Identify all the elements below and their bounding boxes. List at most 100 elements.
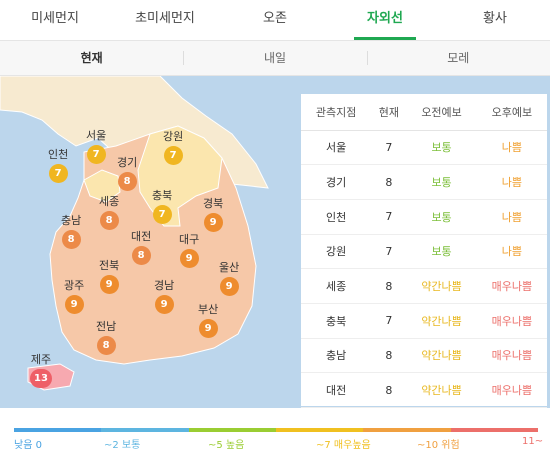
region-daejeon[interactable]: 대전 8 xyxy=(131,230,151,265)
column-header-site: 관측지점 xyxy=(301,94,372,131)
cell-site: 서울 xyxy=(301,130,372,166)
table-header-row: 관측지점 현재 오전예보 오후예보 xyxy=(301,94,547,131)
cell-site: 인천 xyxy=(301,199,372,235)
region-name: 대전 xyxy=(131,230,152,243)
region-incheon[interactable]: 인천 7 xyxy=(48,148,68,183)
uv-value-badge: 9 xyxy=(198,319,218,338)
cell-now: 8 xyxy=(371,338,407,374)
region-name: 서울 xyxy=(86,129,107,142)
legend-color-bar xyxy=(14,428,538,432)
tab-day-after[interactable]: 모레 xyxy=(366,41,550,75)
uv-map-area: 서울 7 인천 7 강원 7 경기 8 세종 8 충북 7 경북 9 충남 8 … xyxy=(0,76,550,408)
legend-segment xyxy=(14,428,102,432)
cell-am-forecast: 약간나쁨 xyxy=(406,303,477,339)
cell-pm-forecast: 매우나쁨 xyxy=(476,372,547,408)
uv-value-badge: 7 xyxy=(152,205,172,224)
cell-am-forecast: 보통 xyxy=(406,199,477,235)
region-gyeonggi[interactable]: 경기 8 xyxy=(117,156,137,191)
uv-value-badge: 9 xyxy=(203,213,223,232)
legend-segment xyxy=(188,428,276,432)
region-jeonnam[interactable]: 전남 8 xyxy=(96,320,116,355)
region-jeju[interactable]: 제주 13 xyxy=(30,353,52,388)
region-gyeongnam[interactable]: 경남 9 xyxy=(154,279,174,314)
uv-value-badge: 9 xyxy=(179,249,199,268)
region-name: 충북 xyxy=(152,189,173,202)
region-gyeongbuk[interactable]: 경북 9 xyxy=(203,197,223,232)
table-row: 강원 7 보통 나쁨 xyxy=(301,234,547,270)
uv-value-badge: 9 xyxy=(154,295,174,314)
legend-label: ~2 보통 xyxy=(104,440,141,451)
legend-segment xyxy=(363,428,451,432)
uv-value-badge: 8 xyxy=(117,172,137,191)
cell-pm-forecast: 매우나쁨 xyxy=(476,338,547,374)
tab-yellow-dust[interactable]: 황사 xyxy=(483,11,507,26)
column-header-pm-forecast: 오후예보 xyxy=(476,94,547,131)
cell-now: 7 xyxy=(371,234,407,270)
cell-site: 세종 xyxy=(301,268,372,304)
uv-value-badge: 9 xyxy=(99,275,119,294)
region-gangwon[interactable]: 강원 7 xyxy=(163,130,183,165)
region-name: 강원 xyxy=(163,130,184,143)
observation-table: 관측지점 현재 오전예보 오후예보 서울 7 보통 나쁨 경기 8 보통 나쁨 인천 7 보통 나쁨 강… xyxy=(301,94,547,408)
cell-pm-forecast: 나쁨 xyxy=(476,234,547,270)
region-name: 인천 xyxy=(48,148,69,161)
cell-am-forecast: 약간나쁨 xyxy=(406,268,477,304)
uv-value-badge: 8 xyxy=(131,246,151,265)
region-chungbuk[interactable]: 충북 7 xyxy=(152,189,172,224)
region-chungnam[interactable]: 충남 8 xyxy=(61,214,81,249)
legend-segment xyxy=(101,428,189,432)
uv-value-badge: 8 xyxy=(99,211,119,230)
cell-pm-forecast: 나쁨 xyxy=(476,130,547,166)
cell-site: 충북 xyxy=(301,303,372,339)
table-row: 인천 7 보통 나쁨 xyxy=(301,199,547,235)
region-name: 부산 xyxy=(198,303,219,316)
region-ulsan[interactable]: 울산 9 xyxy=(219,261,239,296)
region-name: 울산 xyxy=(219,261,240,274)
uv-value-badge: 7 xyxy=(48,164,68,183)
cell-pm-forecast: 매우나쁨 xyxy=(476,303,547,339)
cell-now: 8 xyxy=(371,372,407,408)
legend-segment xyxy=(275,428,364,432)
cell-site: 경기 xyxy=(301,164,372,200)
cell-pm-forecast: 나쁨 xyxy=(476,164,547,200)
uv-value-badge: 13 xyxy=(30,369,52,388)
cell-now: 8 xyxy=(371,268,407,304)
legend-label: ~7 매우높음 xyxy=(316,440,371,451)
cell-am-forecast: 약간나쁨 xyxy=(406,338,477,374)
region-gwangju[interactable]: 광주 9 xyxy=(64,279,84,314)
cell-am-forecast: 보통 xyxy=(406,234,477,270)
table-row: 경기 8 보통 나쁨 xyxy=(301,164,547,200)
cell-am-forecast: 보통 xyxy=(406,130,477,166)
uv-value-badge: 7 xyxy=(163,146,183,165)
legend-segment xyxy=(450,428,538,432)
uv-value-badge: 9 xyxy=(219,277,239,296)
region-sejong[interactable]: 세종 8 xyxy=(99,195,119,230)
region-name: 경북 xyxy=(203,197,224,210)
region-name: 세종 xyxy=(99,195,120,208)
uv-value-badge: 7 xyxy=(86,145,106,164)
cell-am-forecast: 보통 xyxy=(406,164,477,200)
tab-fine-dust[interactable]: 미세먼지 xyxy=(31,11,79,26)
table-row: 세종 8 약간나쁨 매우나쁨 xyxy=(301,268,547,304)
legend-label: ~5 높음 xyxy=(208,440,245,451)
region-busan[interactable]: 부산 9 xyxy=(198,303,218,338)
cell-now: 7 xyxy=(371,303,407,339)
uv-value-badge: 9 xyxy=(64,295,84,314)
region-daegu[interactable]: 대구 9 xyxy=(179,233,199,268)
tab-tomorrow[interactable]: 내일 xyxy=(183,41,366,75)
legend-label: 11~ xyxy=(522,436,544,447)
region-name: 제주 xyxy=(30,353,52,366)
tab-ultrafine-dust[interactable]: 초미세먼지 xyxy=(135,11,195,26)
region-seoul[interactable]: 서울 7 xyxy=(86,129,106,164)
cell-now: 7 xyxy=(371,199,407,235)
region-jeonbuk[interactable]: 전북 9 xyxy=(99,259,119,294)
cell-pm-forecast: 매우나쁨 xyxy=(476,268,547,304)
tab-today[interactable]: 현재 xyxy=(80,51,103,65)
cell-site: 강원 xyxy=(301,234,372,270)
legend-labels: 낮음 0 ~2 보통 ~5 높음 ~7 매우높음 ~10 위험 11~ xyxy=(0,436,550,452)
legend-label: ~10 위험 xyxy=(417,440,460,451)
region-name: 전북 xyxy=(99,259,120,272)
region-name: 광주 xyxy=(64,279,85,292)
tab-ozone[interactable]: 오존 xyxy=(263,11,287,26)
tab-uv[interactable]: 자외선 xyxy=(330,0,440,40)
